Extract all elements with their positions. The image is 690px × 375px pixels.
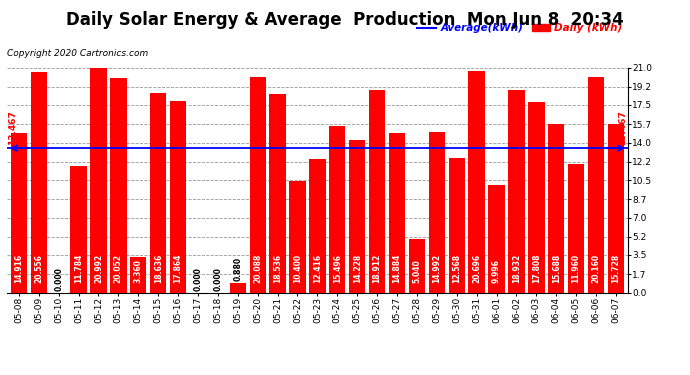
Text: 15.688: 15.688: [552, 254, 561, 284]
Text: 0.880: 0.880: [233, 257, 242, 281]
Text: 20.696: 20.696: [472, 254, 481, 284]
Bar: [428, 132, 445, 292]
Bar: [309, 159, 326, 292]
Bar: [448, 158, 465, 292]
Text: 14.992: 14.992: [433, 254, 442, 284]
Bar: [349, 140, 366, 292]
Text: 12.568: 12.568: [452, 254, 461, 284]
Text: 9.996: 9.996: [492, 260, 501, 284]
Bar: [329, 126, 346, 292]
Bar: [588, 76, 604, 292]
Bar: [150, 93, 166, 292]
Bar: [608, 124, 624, 292]
Bar: [509, 90, 524, 292]
Bar: [110, 78, 126, 292]
Bar: [289, 181, 306, 292]
Text: 13.467: 13.467: [618, 110, 627, 145]
Text: 0.000: 0.000: [213, 267, 222, 291]
Text: 0.000: 0.000: [193, 267, 202, 291]
Text: 15.496: 15.496: [333, 254, 342, 284]
Bar: [469, 71, 485, 292]
Text: Copyright 2020 Cartronics.com: Copyright 2020 Cartronics.com: [7, 49, 148, 58]
Bar: [408, 238, 425, 292]
Text: 18.536: 18.536: [273, 254, 282, 284]
Text: Daily Solar Energy & Average  Production  Mon Jun 8  20:34: Daily Solar Energy & Average Production …: [66, 11, 624, 29]
Text: 3.360: 3.360: [134, 260, 143, 284]
Text: 13.467: 13.467: [8, 110, 17, 145]
Bar: [70, 166, 87, 292]
Text: 20.088: 20.088: [253, 254, 262, 284]
Bar: [90, 68, 107, 292]
Text: 14.228: 14.228: [353, 254, 362, 284]
Text: 18.912: 18.912: [373, 254, 382, 284]
Bar: [30, 72, 47, 292]
Text: 15.728: 15.728: [611, 254, 620, 284]
Text: 18.932: 18.932: [512, 254, 521, 284]
Text: 5.040: 5.040: [413, 260, 422, 284]
Text: 20.992: 20.992: [94, 254, 103, 284]
Text: 14.916: 14.916: [14, 254, 23, 284]
Text: 20.052: 20.052: [114, 254, 123, 284]
Text: 11.784: 11.784: [74, 254, 83, 284]
Text: 12.416: 12.416: [313, 254, 322, 284]
Bar: [528, 102, 544, 292]
Bar: [389, 133, 405, 292]
Bar: [230, 283, 246, 292]
Text: 20.556: 20.556: [34, 255, 43, 284]
Text: 0.000: 0.000: [54, 267, 63, 291]
Legend: Average(kWh), Daily (kWh): Average(kWh), Daily (kWh): [417, 23, 622, 33]
Bar: [130, 256, 146, 292]
Bar: [489, 185, 504, 292]
Text: 17.864: 17.864: [174, 254, 183, 284]
Text: 14.884: 14.884: [393, 254, 402, 284]
Bar: [269, 94, 286, 292]
Bar: [568, 164, 584, 292]
Bar: [170, 101, 186, 292]
Text: 20.160: 20.160: [591, 254, 600, 284]
Bar: [548, 124, 564, 292]
Text: 18.636: 18.636: [154, 254, 163, 284]
Text: 10.400: 10.400: [293, 254, 302, 284]
Text: 17.808: 17.808: [532, 254, 541, 284]
Text: 11.960: 11.960: [571, 254, 581, 284]
Bar: [369, 90, 385, 292]
Bar: [10, 133, 27, 292]
Bar: [250, 77, 266, 292]
